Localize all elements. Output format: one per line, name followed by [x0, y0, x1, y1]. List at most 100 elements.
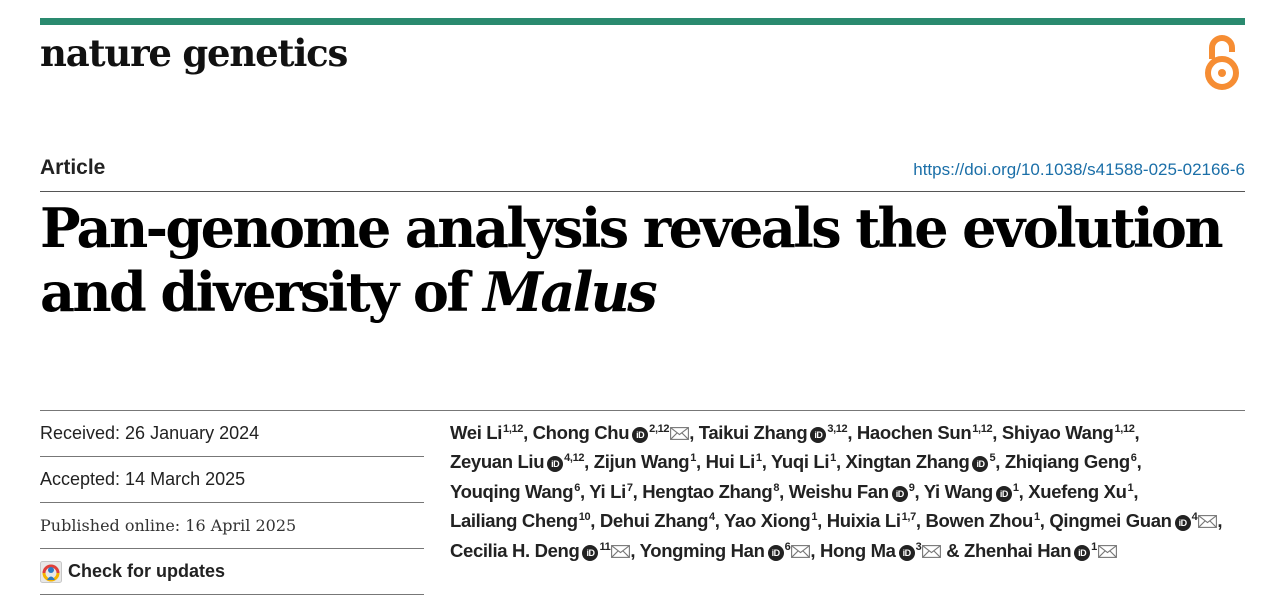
orcid-icon[interactable]: iD	[632, 427, 649, 443]
affiliation-marker[interactable]: 6	[574, 481, 580, 494]
affiliation-marker[interactable]: 3,12	[827, 423, 848, 435]
affiliation-marker[interactable]: 1	[1033, 511, 1040, 524]
article-type: Article	[40, 156, 106, 179]
author[interactable]: Qingmei Guan iD 4	[1049, 510, 1218, 532]
author[interactable]: Yao Xiong1	[724, 510, 817, 531]
author[interactable]: Wei Li1,12	[450, 422, 523, 443]
orcid-icon[interactable]: iD	[810, 427, 827, 443]
affiliation-marker[interactable]: 1,7	[901, 511, 917, 524]
author-name: Wei Li	[450, 422, 503, 443]
author-name: Chong Chu	[532, 422, 630, 443]
published-date: Published online: 16 April 2025	[40, 503, 424, 549]
author[interactable]: Dehui Zhang4	[600, 510, 715, 531]
accepted-date: Accepted: 14 March 2025	[40, 457, 424, 503]
orcid-icon[interactable]: iD	[767, 544, 784, 561]
orcid-icon[interactable]: iD	[891, 485, 908, 502]
orcid-icon[interactable]: iD	[582, 544, 599, 561]
mail-icon[interactable]	[670, 427, 690, 440]
author-conjunction: &	[946, 539, 960, 561]
author-name: Yongming Han	[639, 539, 765, 561]
affiliation-marker[interactable]: 3	[915, 540, 922, 553]
affiliation-marker[interactable]: 5	[989, 452, 996, 465]
mail-icon[interactable]	[1098, 544, 1117, 558]
journal-name[interactable]: nature genetics	[40, 31, 348, 75]
author-name: Zhiqiang Geng	[1004, 451, 1130, 473]
divider	[40, 410, 1245, 411]
author[interactable]: Yuqi Li1	[771, 451, 836, 472]
author-name: Xingtan Zhang	[845, 451, 970, 473]
affiliation-marker[interactable]: 4,12	[564, 452, 585, 465]
author[interactable]: Bowen Zhou1	[926, 510, 1041, 531]
author[interactable]: Weishu Fan iD 9	[789, 481, 915, 502]
mail-icon[interactable]	[922, 544, 942, 558]
affiliation-marker[interactable]: 6	[784, 540, 791, 553]
author-name: Lailiang Cheng	[450, 510, 578, 532]
author-name: Huixia Li	[826, 510, 901, 532]
author[interactable]: Taikui Zhang iD 3,12	[699, 422, 848, 443]
author[interactable]: Xuefeng Xu1	[1028, 481, 1133, 502]
author-name: Qingmei Guan	[1049, 510, 1172, 532]
doi-link[interactable]: https://doi.org/10.1038/s41588-025-02166…	[913, 160, 1245, 179]
author[interactable]: Huixia Li1,7	[826, 510, 917, 532]
affiliation-marker[interactable]: 10	[578, 511, 591, 524]
author[interactable]: Haochen Sun1,12	[856, 422, 993, 443]
divider	[40, 191, 1245, 192]
affiliation-marker[interactable]: 1,12	[1114, 423, 1135, 435]
author[interactable]: Yi Li7	[589, 480, 633, 502]
orcid-icon[interactable]: iD	[898, 544, 915, 561]
orcid-icon[interactable]: iD	[995, 485, 1012, 502]
author[interactable]: Zhenhai Han iD 1	[964, 540, 1117, 561]
affiliation-marker[interactable]: 1	[1012, 481, 1019, 494]
author[interactable]: Zeyuan Liu iD 4,12	[450, 451, 585, 473]
orcid-icon[interactable]: iD	[547, 456, 564, 473]
author[interactable]: Youqing Wang6	[450, 481, 580, 502]
author-name: Zhenhai Han	[964, 539, 1072, 561]
author[interactable]: Hui Li1	[706, 451, 762, 472]
received-date: Received: 26 January 2024	[40, 411, 424, 457]
author-name: Yi Wang	[923, 480, 994, 502]
affiliation-marker[interactable]: 9	[908, 481, 915, 494]
mail-icon[interactable]	[1198, 515, 1218, 529]
author-name: Shiyao Wang	[1001, 422, 1114, 443]
author[interactable]: Zhiqiang Geng6	[1005, 451, 1137, 472]
author[interactable]: Yi Wang iD 1	[924, 481, 1019, 502]
check-updates-button[interactable]: Check for updates	[40, 560, 226, 583]
mail-icon[interactable]	[791, 544, 811, 558]
affiliation-marker[interactable]: 8	[773, 481, 780, 494]
author[interactable]: Zijun Wang1	[594, 451, 697, 472]
author[interactable]: Xingtan Zhang iD 5	[845, 451, 996, 473]
affiliation-marker[interactable]: 11	[599, 540, 611, 553]
affiliation-marker[interactable]: 4	[1191, 511, 1198, 524]
affiliation-marker[interactable]: 1	[690, 452, 697, 465]
affiliation-marker[interactable]: 1,12	[503, 423, 524, 435]
affiliation-marker[interactable]: 1	[755, 452, 762, 465]
affiliation-marker[interactable]: 1,12	[972, 423, 993, 435]
author-name: Cecilia H. Deng	[450, 539, 580, 561]
affiliation-marker[interactable]: 4	[709, 511, 715, 524]
affiliation-marker[interactable]: 1	[811, 511, 818, 524]
orcid-icon[interactable]: iD	[972, 456, 989, 473]
author-name: Haochen Sun	[856, 422, 972, 443]
affiliation-marker[interactable]: 6	[1130, 452, 1137, 465]
title-species: Malus	[483, 260, 658, 324]
author[interactable]: Shiyao Wang1,12	[1002, 422, 1135, 443]
affiliation-marker[interactable]: 2,12	[649, 423, 670, 435]
orcid-icon[interactable]: iD	[1074, 544, 1091, 561]
affiliation-marker[interactable]: 7	[626, 481, 633, 494]
mail-icon[interactable]	[611, 544, 631, 558]
affiliation-marker[interactable]: 1	[830, 452, 836, 465]
author[interactable]: Chong Chu iD 2,12	[533, 422, 690, 443]
affiliation-marker[interactable]: 1	[1127, 481, 1134, 494]
affiliation-marker[interactable]: 1	[1091, 540, 1097, 553]
article-title: Pan-genome analysis reveals the evolutio…	[40, 196, 1245, 324]
author[interactable]: Yongming Han iD 6	[640, 540, 811, 561]
author-name: Dehui Zhang	[599, 510, 709, 532]
author[interactable]: Cecilia H. Deng iD 11	[450, 539, 631, 561]
author[interactable]: Hengtao Zhang8	[642, 481, 779, 502]
author[interactable]: Hong Ma iD 3	[820, 540, 942, 561]
check-updates-label: Check for updates	[68, 561, 226, 581]
open-access-icon[interactable]	[1202, 33, 1242, 91]
orcid-icon[interactable]: iD	[1174, 515, 1191, 532]
author-name: Yi Li	[589, 480, 626, 502]
author[interactable]: Lailiang Cheng10	[450, 510, 591, 532]
